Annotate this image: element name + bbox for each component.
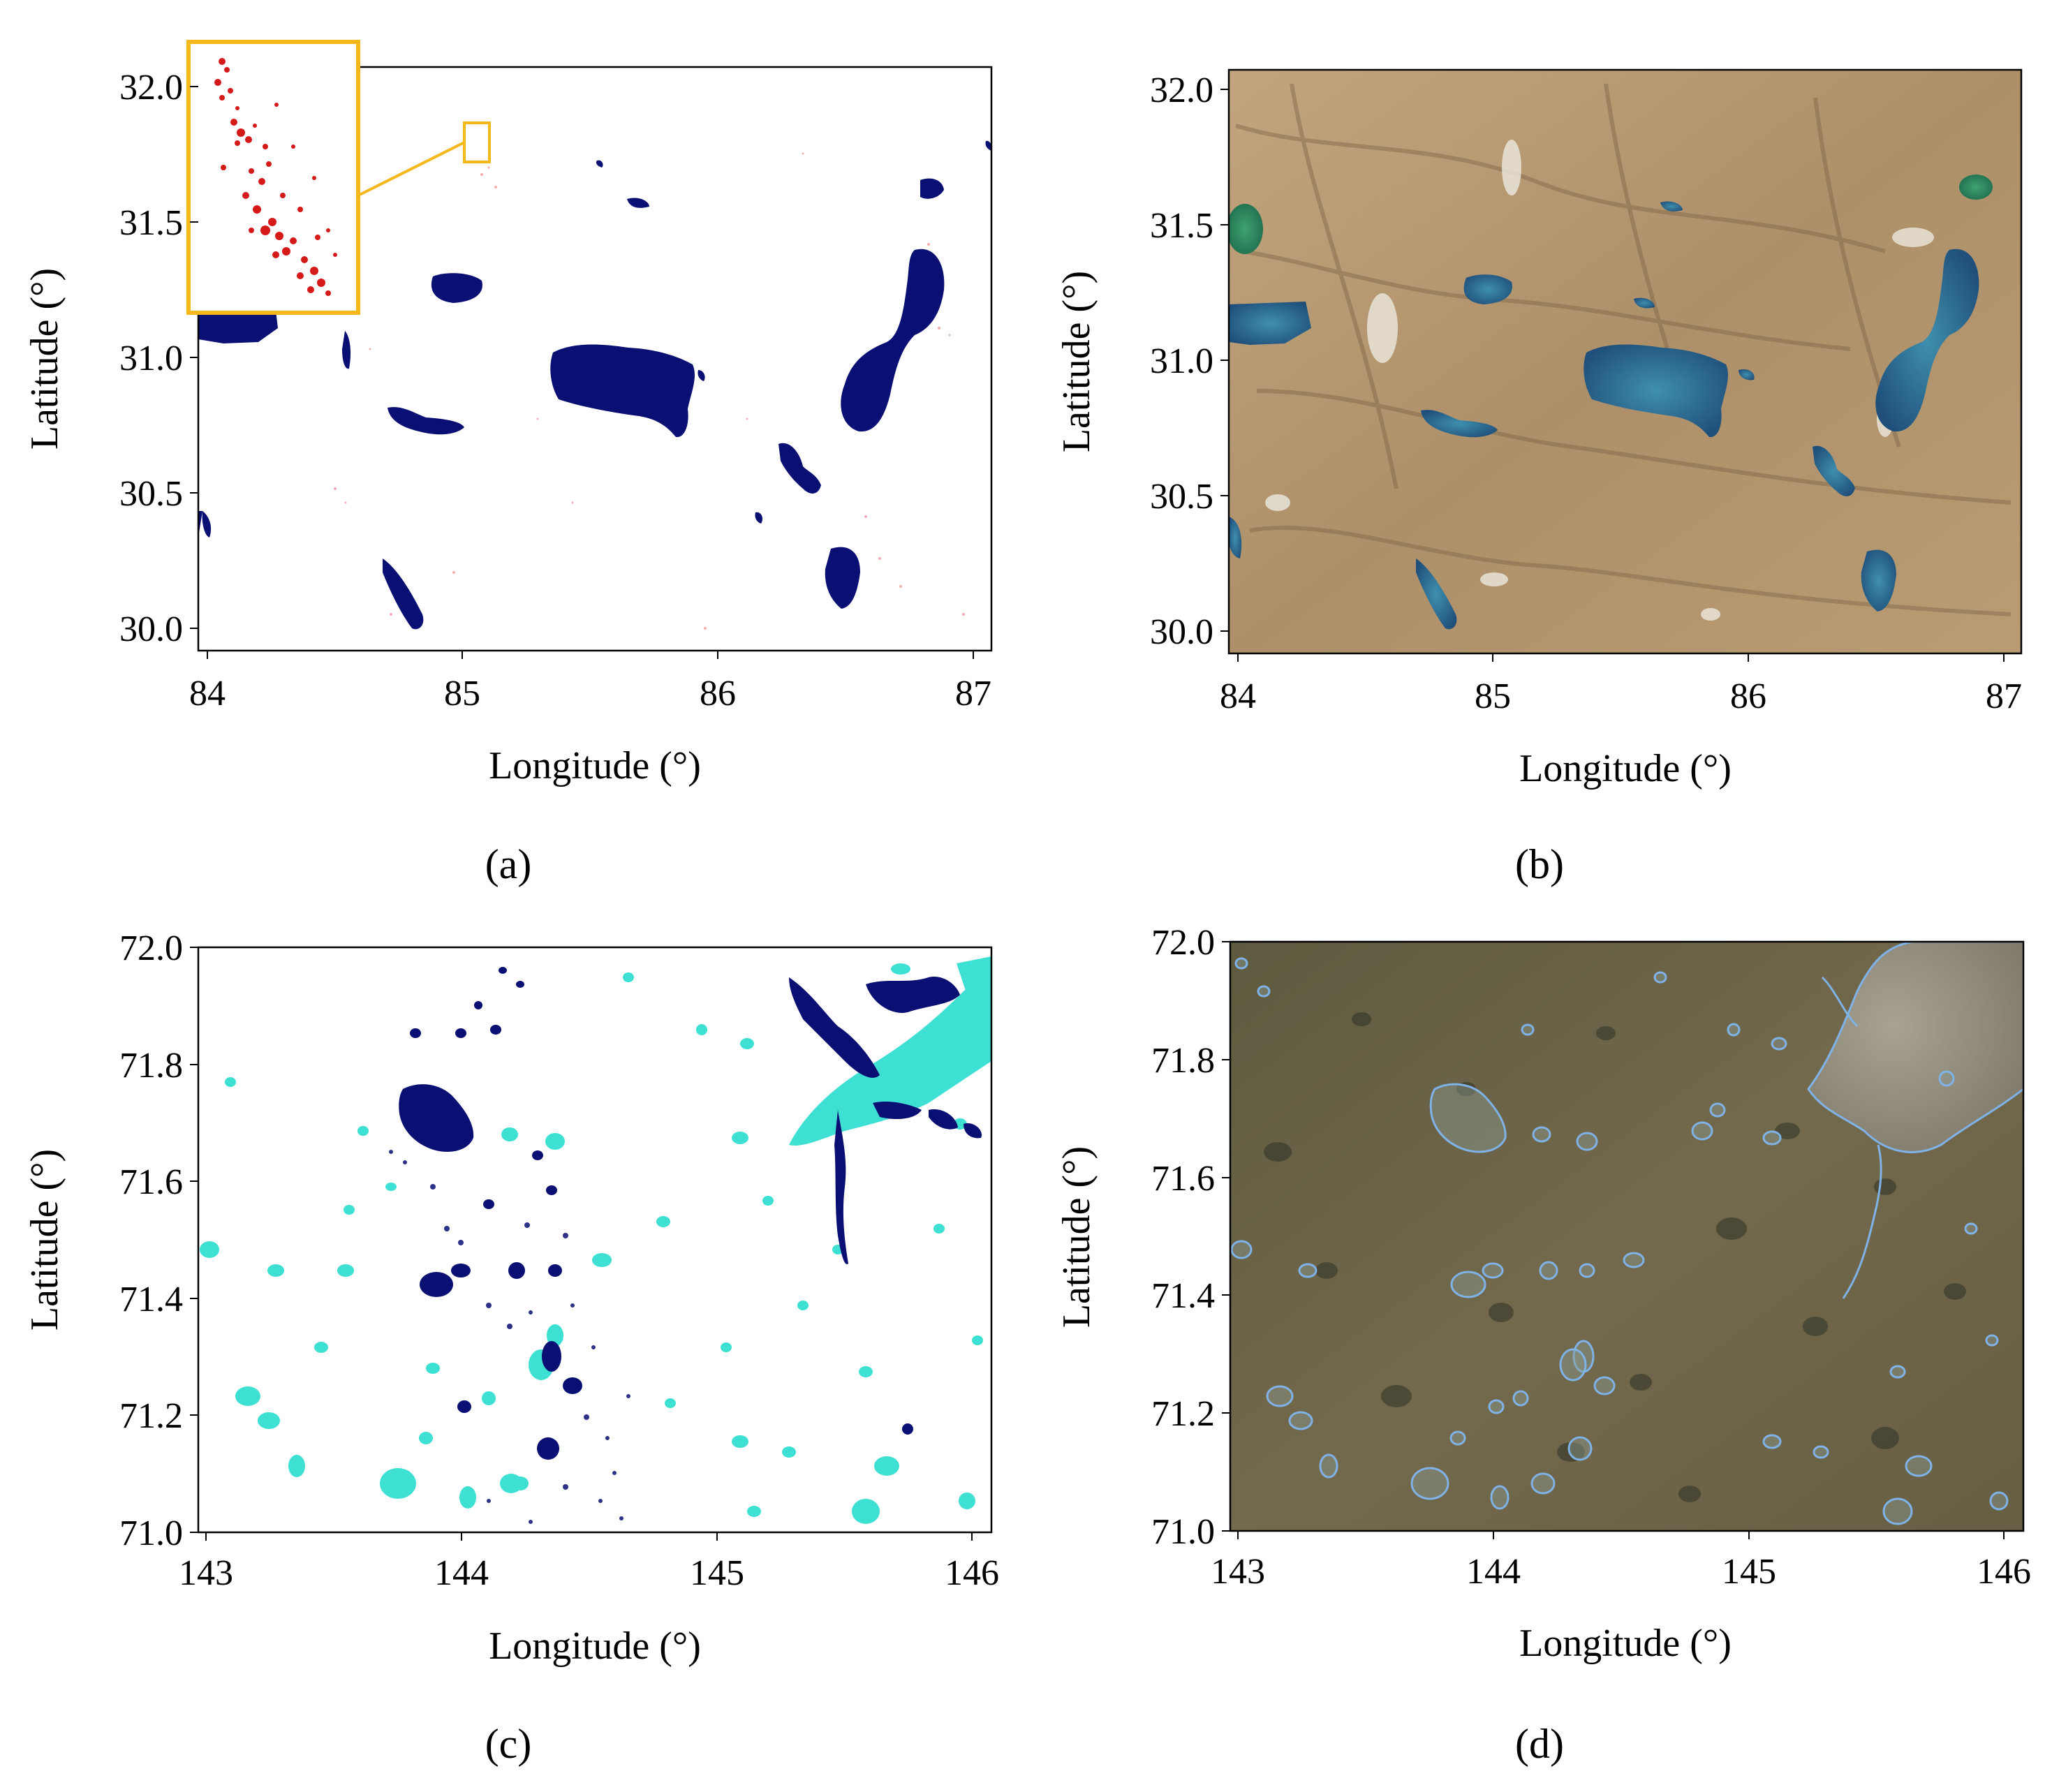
panel-d-xtick-143: 143 xyxy=(1211,1552,1265,1592)
panel-b-axes xyxy=(1220,89,2005,662)
panel-b-ytick-2: 31.0 xyxy=(1150,341,1213,381)
panel-d-ytick-3: 71.6 xyxy=(1151,1159,1215,1199)
panel-a-water-bodies xyxy=(198,140,991,630)
panel-d-lake-outlines xyxy=(1230,957,2009,1525)
green-lake-west xyxy=(1229,204,1263,254)
panel-d-river-outline xyxy=(1842,1144,1882,1299)
panel-b-xtick-85: 85 xyxy=(1475,676,1511,716)
panel-b-xlabel: Longitude (°) xyxy=(1519,747,1732,790)
panel-a-ytick-3: 31.5 xyxy=(119,203,183,243)
panel-b-caption: (b) xyxy=(1515,841,1564,887)
panel-a-xtick-85: 85 xyxy=(444,674,480,713)
panel-b-frame xyxy=(1227,68,2023,655)
river-channel-navy xyxy=(789,977,880,1078)
panel-a-ytick-1: 30.5 xyxy=(119,474,183,514)
panel-d-ytick-5: 72.0 xyxy=(1151,923,1215,963)
lake-ne xyxy=(920,178,944,199)
panel-d-axes xyxy=(1222,941,2005,1539)
panel-c-caption: (c) xyxy=(485,1721,532,1767)
panel-c-ytick-5: 72.0 xyxy=(119,928,183,968)
panel-a-axes xyxy=(190,86,974,659)
panel-c-xtick-146: 146 xyxy=(945,1553,999,1593)
panel-a-inset xyxy=(186,40,491,315)
green-lake-ne xyxy=(1959,175,1993,200)
panel-a-xtick-86: 86 xyxy=(700,674,736,713)
panel-d-frame xyxy=(1229,940,2025,1532)
panel-d-ytick-1: 71.2 xyxy=(1151,1394,1215,1434)
panel-c: 143 144 145 146 71.0 71.2 71.4 71.6 71.8… xyxy=(23,928,999,1767)
panel-c-xtick-144: 144 xyxy=(434,1553,489,1593)
panel-d-caption: (d) xyxy=(1515,1721,1564,1767)
panel-c-navy-lakes xyxy=(399,967,982,1460)
panel-d-dark-patches xyxy=(1264,1012,1966,1502)
panel-d-bay xyxy=(1807,942,2023,1153)
panel-c-cyan-lakes xyxy=(200,947,991,1524)
panel-c-axes xyxy=(190,947,973,1541)
lake-small-2 xyxy=(202,511,212,538)
panel-a-xtick-84: 84 xyxy=(189,674,226,713)
panel-a-error-speckles xyxy=(334,152,965,630)
lake-small-1 xyxy=(342,331,351,369)
panel-b-xtick-86: 86 xyxy=(1730,676,1766,716)
lake-dot-1 xyxy=(755,512,763,524)
panel-d-ytick-4: 71.8 xyxy=(1151,1041,1215,1081)
panel-c-map xyxy=(198,947,991,1532)
panel-b-ytick-4: 32.0 xyxy=(1150,71,1213,110)
panel-c-xtick-143: 143 xyxy=(179,1553,233,1593)
lake-mid-north xyxy=(431,273,482,303)
panel-b-xtick-84: 84 xyxy=(1220,676,1256,716)
panel-d-xlabel: Longitude (°) xyxy=(1519,1622,1732,1665)
inset-connector xyxy=(357,141,465,197)
panel-a-xlabel: Longitude (°) xyxy=(489,744,701,787)
panel-c-ytick-3: 71.6 xyxy=(119,1162,183,1202)
panel-d-xtick-146: 146 xyxy=(1977,1552,2031,1592)
lake-se-2 xyxy=(825,547,860,609)
panel-a-xtick-87: 87 xyxy=(955,674,991,713)
panel-c-ylabel: Latitude (°) xyxy=(23,1149,66,1331)
panel-c-ytick-0: 71.0 xyxy=(119,1513,183,1553)
panel-a-ytick-2: 31.0 xyxy=(119,339,183,378)
lake-west xyxy=(198,311,278,343)
panel-a-caption: (a) xyxy=(485,841,532,887)
lake-large-c xyxy=(399,1084,474,1152)
lake-central-large xyxy=(550,344,695,438)
lake-n xyxy=(627,198,649,208)
river-delta-cyan xyxy=(789,947,991,1146)
panel-c-navy-speckles xyxy=(389,1150,630,1524)
panel-b-xtick-87: 87 xyxy=(1986,676,2022,716)
lake-dot-2 xyxy=(985,140,991,151)
inset-box xyxy=(186,40,360,315)
inset-error-pixels xyxy=(214,58,337,296)
panel-b-lakes xyxy=(1229,201,1979,630)
lake-mid-west xyxy=(387,407,464,435)
panel-d-ytick-2: 71.4 xyxy=(1151,1276,1215,1316)
panel-a: 84 85 86 87 30.0 30.5 31.0 31.5 32.0 Lon… xyxy=(23,40,993,887)
panel-b-ytick-0: 30.0 xyxy=(1150,612,1213,652)
panel-d-ytick-0: 71.0 xyxy=(1151,1512,1215,1552)
panel-b-map xyxy=(1229,70,2021,653)
panel-c-frame xyxy=(197,946,993,1534)
panel-c-xtick-145: 145 xyxy=(690,1553,744,1593)
panel-b-ytick-1: 30.5 xyxy=(1150,477,1213,517)
lake-sw xyxy=(383,558,424,630)
panel-c-xlabel: Longitude (°) xyxy=(489,1624,701,1668)
panel-d: 143 144 145 146 71.0 71.2 71.4 71.6 71.8… xyxy=(1055,923,2031,1767)
panel-d-ylabel: Latitude (°) xyxy=(1055,1146,1098,1328)
panel-c-ytick-2: 71.4 xyxy=(119,1280,183,1319)
panel-d-xtick-144: 144 xyxy=(1466,1552,1521,1592)
panel-c-ytick-1: 71.2 xyxy=(119,1396,183,1436)
lake-se-1 xyxy=(778,443,821,494)
panel-a-ylabel: Latitude (°) xyxy=(23,268,66,450)
panel-d-xtick-145: 145 xyxy=(1722,1552,1776,1592)
panel-c-ytick-4: 71.8 xyxy=(119,1046,183,1086)
panel-b-ytick-3: 31.5 xyxy=(1150,206,1213,246)
panel-a-frame xyxy=(197,66,993,652)
panel-a-ytick-0: 30.0 xyxy=(119,609,183,649)
panel-b: 84 85 86 87 30.0 30.5 31.0 31.5 32.0 Lon… xyxy=(1055,68,2023,887)
panel-b-ylabel: Latitude (°) xyxy=(1055,271,1098,452)
lake-east-large xyxy=(841,249,945,432)
panel-a-ytick-4: 32.0 xyxy=(119,68,183,108)
panel-d-map xyxy=(1230,942,2023,1531)
